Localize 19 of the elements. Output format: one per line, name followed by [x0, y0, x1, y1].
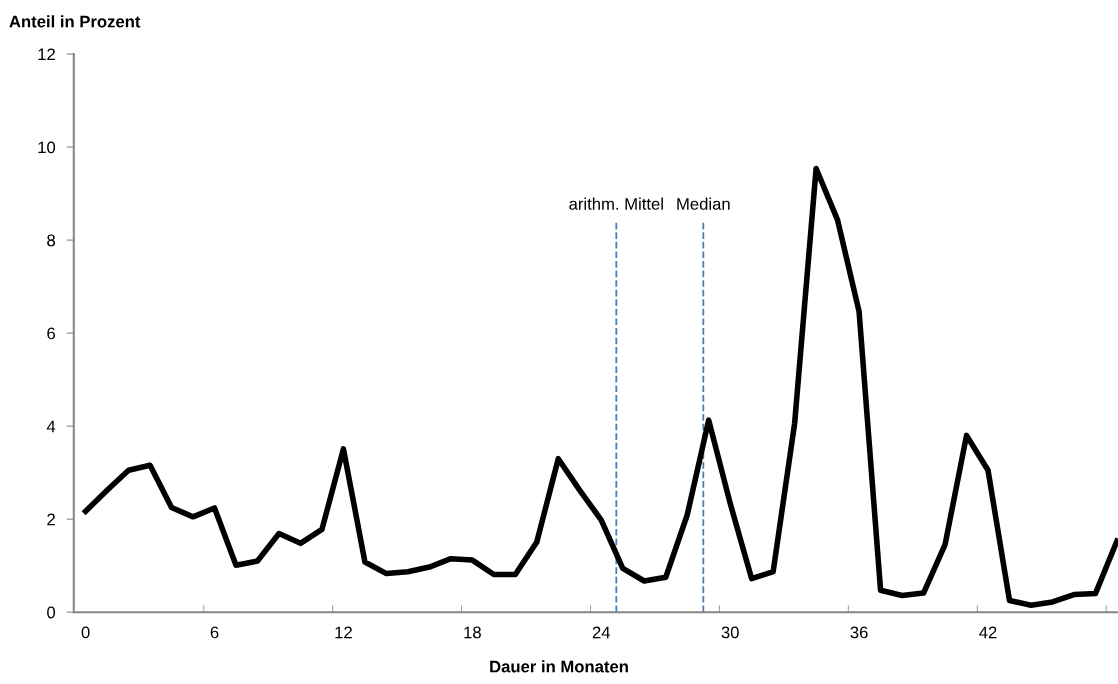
- x-tick-label: 6: [210, 626, 219, 639]
- ref-line-label: arithm. Mittel: [569, 197, 663, 210]
- y-tick-label: 8: [47, 234, 56, 247]
- x-tick-label: 12: [335, 626, 352, 639]
- y-tick-label: 2: [47, 513, 55, 526]
- x-axis-title: Dauer in Monaten: [490, 660, 628, 673]
- y-tick-label: 12: [38, 48, 55, 61]
- x-tick-label: 0: [81, 626, 90, 639]
- y-tick-label: 10: [38, 141, 56, 154]
- x-tick-label: 36: [850, 626, 868, 639]
- y-tick-label: 6: [47, 327, 55, 340]
- y-tick-label: 4: [46, 420, 56, 433]
- y-tick-label: 0: [47, 606, 56, 619]
- x-tick-label: 18: [464, 626, 481, 639]
- x-tick-label: 24: [592, 626, 611, 639]
- x-tick-label: 30: [721, 626, 739, 639]
- x-tick-label: 42: [979, 626, 997, 639]
- y-axis-title: Anteil in Prozent: [9, 15, 141, 28]
- ref-line-label: Median: [677, 197, 730, 210]
